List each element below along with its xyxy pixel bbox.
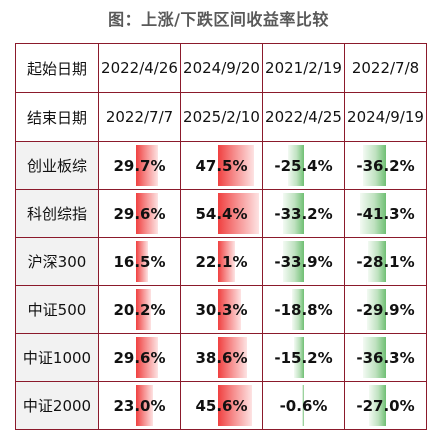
return-value: -28.1% (356, 252, 415, 271)
return-value: -0.6% (279, 396, 328, 415)
positive-return-bar (136, 241, 148, 282)
positive-return-bar (218, 337, 247, 378)
return-cell: 29.6% (98, 189, 181, 238)
return-cell: -27.0% (344, 381, 427, 430)
positive-return-bar (218, 193, 259, 234)
return-cell: 20.2% (98, 285, 181, 334)
return-cell: 16.5% (98, 237, 181, 286)
positive-return-bar (218, 289, 241, 330)
return-value: 22.1% (195, 252, 248, 271)
index-row: 中证1000 29.6% 38.6% -15.2% -36.3% (15, 333, 427, 382)
return-value: 20.2% (113, 300, 166, 319)
return-cell: -33.2% (262, 189, 345, 238)
chart-title: 图：上涨/下跌区间收益率比较 (108, 10, 329, 29)
negative-return-bar (292, 289, 304, 330)
return-cell: -41.3% (344, 189, 427, 238)
return-cell: -29.9% (344, 285, 427, 334)
return-value: 16.5% (113, 252, 166, 271)
return-cell: -25.4% (262, 141, 345, 190)
index-name: 中证2000 (15, 381, 99, 430)
negative-return-bar (288, 145, 304, 186)
index-row: 中证500 20.2% 30.3% -18.8% -29.9% (15, 285, 427, 334)
positive-return-bar (218, 385, 252, 426)
return-value: 54.4% (195, 204, 248, 223)
return-cell: 29.7% (98, 141, 181, 190)
date-cell: 2024/9/19 (344, 92, 427, 142)
negative-return-bar (363, 337, 386, 378)
return-value: -27.0% (356, 396, 415, 415)
negative-return-bar (360, 193, 386, 234)
return-cell: 30.3% (180, 285, 263, 334)
row-label: 结束日期 (15, 92, 99, 142)
return-cell: 23.0% (98, 381, 181, 430)
positive-return-bar (218, 145, 254, 186)
negative-return-bar (283, 241, 304, 282)
index-row: 中证2000 23.0% 45.6% -0.6% -27.0% (15, 381, 427, 430)
date-cell: 2024/9/20 (180, 43, 263, 93)
returns-comparison-table: 起始日期 2022/4/26 2024/9/20 2021/2/19 2022/… (15, 43, 427, 430)
return-cell: -36.3% (344, 333, 427, 382)
return-value: 29.6% (113, 204, 166, 223)
positive-return-bar (218, 241, 235, 282)
date-cell: 2022/4/26 (98, 43, 181, 93)
return-cell: -15.2% (262, 333, 345, 382)
return-cell: -33.9% (262, 237, 345, 286)
positive-return-bar (136, 145, 158, 186)
return-value: 23.0% (113, 396, 166, 415)
return-value: -36.3% (356, 348, 415, 367)
end-date-row: 结束日期 2022/7/7 2025/2/10 2022/4/25 2024/9… (15, 92, 427, 142)
date-cell: 2025/2/10 (180, 92, 263, 142)
negative-return-bar (363, 145, 386, 186)
negative-return-bar (368, 241, 386, 282)
index-name: 中证1000 (15, 333, 99, 382)
return-cell: 54.4% (180, 189, 263, 238)
negative-return-bar (294, 337, 304, 378)
date-cell: 2022/7/7 (98, 92, 181, 142)
return-value: -33.9% (274, 252, 333, 271)
return-cell: -0.6% (262, 381, 345, 430)
index-row: 沪深300 16.5% 22.1% -33.9% -28.1% (15, 237, 427, 286)
negative-return-bar (369, 385, 386, 426)
return-value: 29.7% (113, 156, 166, 175)
return-value: -25.4% (274, 156, 333, 175)
return-value: 38.6% (195, 348, 248, 367)
return-value: 45.6% (195, 396, 248, 415)
return-value: -33.2% (274, 204, 333, 223)
return-value: -15.2% (274, 348, 333, 367)
return-cell: -28.1% (344, 237, 427, 286)
date-cell: 2021/2/19 (262, 43, 345, 93)
index-row: 创业板综 29.7% 47.5% -25.4% -36.2% (15, 141, 427, 190)
index-name: 科创综指 (15, 189, 99, 238)
positive-return-bar (136, 193, 158, 234)
return-cell: 47.5% (180, 141, 263, 190)
return-cell: -18.8% (262, 285, 345, 334)
index-name: 沪深300 (15, 237, 99, 286)
positive-return-bar (136, 289, 151, 330)
return-value: 29.6% (113, 348, 166, 367)
start-date-row: 起始日期 2022/4/26 2024/9/20 2021/2/19 2022/… (15, 43, 427, 93)
return-value: 47.5% (195, 156, 248, 175)
return-value: -36.2% (356, 156, 415, 175)
negative-return-bar (302, 385, 304, 426)
return-cell: -36.2% (344, 141, 427, 190)
row-label: 起始日期 (15, 43, 99, 93)
date-cell: 2022/4/25 (262, 92, 345, 142)
negative-return-bar (283, 193, 304, 234)
return-cell: 45.6% (180, 381, 263, 430)
return-value: -29.9% (356, 300, 415, 319)
index-row: 科创综指 29.6% 54.4% -33.2% -41.3% (15, 189, 427, 238)
date-cell: 2022/7/8 (344, 43, 427, 93)
return-value: -18.8% (274, 300, 333, 319)
positive-return-bar (136, 385, 153, 426)
index-name: 中证500 (15, 285, 99, 334)
return-cell: 22.1% (180, 237, 263, 286)
return-value: -41.3% (356, 204, 415, 223)
return-value: 30.3% (195, 300, 248, 319)
index-name: 创业板综 (15, 141, 99, 190)
negative-return-bar (367, 289, 386, 330)
return-cell: 29.6% (98, 333, 181, 382)
return-cell: 38.6% (180, 333, 263, 382)
positive-return-bar (136, 337, 158, 378)
